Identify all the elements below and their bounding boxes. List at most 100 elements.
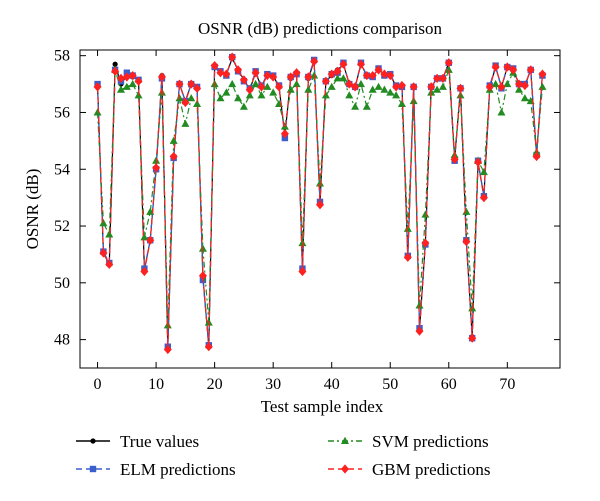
data-point-svm-predictions [327,82,336,90]
data-point-svm-predictions [193,99,202,107]
data-point-svm-predictions [386,88,395,96]
data-point-gbm-predictions [421,238,430,248]
legend-entry-svm-predictions: SVM predictions [328,432,489,451]
x-tick-label: 20 [207,376,223,393]
data-point-gbm-predictions [140,266,149,277]
data-point-gbm-predictions [474,157,483,167]
y-tick-label: 48 [54,332,70,349]
data-point-svm-predictions [339,74,348,82]
x-tick-label: 10 [148,376,164,393]
data-point-svm-predictions [345,91,354,99]
data-point-gbm-predictions [515,79,524,89]
data-point-svm-predictions [128,79,137,88]
data-point-gbm-predictions [333,66,342,76]
data-point-gbm-predictions [245,85,254,95]
data-point-svm-predictions [415,301,424,309]
legend-marker [341,436,349,444]
data-point-gbm-predictions [263,70,272,81]
data-point-gbm-predictions [286,72,295,82]
legend-entry-true-values: True values [76,432,199,451]
data-point-svm-predictions [234,94,243,102]
legend-entry-elm-predictions: ELM predictions [76,460,236,479]
data-point-gbm-predictions [351,82,360,92]
data-point-gbm-predictions [503,62,512,72]
data-point-svm-predictions [444,65,453,73]
data-point-svm-predictions [380,85,389,93]
data-point-gbm-predictions [163,344,172,355]
data-point-svm-predictions [298,238,307,247]
y-tick-label: 50 [54,275,70,292]
data-point-svm-predictions [257,91,266,99]
data-point-gbm-predictions [222,69,231,79]
legend: True values SVM predictions ELM prediction… [76,432,491,479]
data-point-gbm-predictions [269,72,278,82]
data-point-svm-predictions [468,304,477,312]
data-point-gbm-predictions [146,235,155,245]
data-point-gbm-predictions [362,70,371,81]
y-tick-label: 56 [54,104,70,121]
data-point-gbm-predictions [251,68,260,78]
y-axis-ticks: 48 50 52 54 56 58 [54,48,560,349]
data-point-gbm-predictions [409,82,418,92]
data-point-svm-predictions [503,79,512,88]
data-point-svm-predictions [397,99,406,107]
data-point-svm-predictions [304,85,313,93]
data-point-svm-predictions [368,85,377,93]
series-gbm-predictions [93,52,547,355]
data-point-svm-predictions [216,94,225,102]
legend-label: True values [120,432,199,451]
y-tick-label: 54 [54,161,70,178]
data-point-svm-predictions [462,207,471,215]
data-point-gbm-predictions [497,82,506,92]
data-point-gbm-predictions [526,65,535,75]
x-tick-label: 60 [441,376,457,393]
y-axis-label: OSNR (dB) [23,169,42,250]
legend-label: GBM predictions [372,460,491,479]
data-point-svm-predictions [222,88,231,96]
data-point-gbm-predictions [509,65,518,75]
data-point-gbm-predictions [345,79,354,89]
data-point-gbm-predictions [198,271,207,281]
data-point-svm-predictions [122,82,131,90]
y-tick-label: 58 [54,48,70,65]
data-point-svm-predictions [105,230,114,238]
x-axis-label: Test sample index [261,397,384,416]
legend-label: ELM predictions [120,460,236,479]
data-point-svm-predictions [228,79,237,88]
data-point-gbm-predictions [316,200,324,210]
data-point-gbm-predictions [304,72,313,82]
data-point-gbm-predictions [128,70,137,81]
data-point-gbm-predictions [93,82,102,92]
data-point-gbm-predictions [175,79,184,89]
data-point-svm-predictions [538,82,547,90]
data-point-svm-predictions [316,179,324,187]
data-point-gbm-predictions [403,252,412,262]
series-svm-predictions [93,65,547,329]
data-point-svm-predictions [351,102,360,110]
data-point-gbm-predictions [438,73,447,83]
data-point-svm-predictions [479,167,488,176]
data-point-gbm-predictions [239,75,248,85]
data-point-svm-predictions [491,79,500,88]
plot-frame [79,49,561,369]
data-point-svm-predictions [292,79,301,88]
data-point-gbm-predictions [321,76,330,86]
data-point-gbm-predictions [327,69,336,79]
data-point-svm-predictions [140,233,149,241]
data-point-gbm-predictions [392,82,401,92]
data-point-gbm-predictions [339,59,348,69]
data-point-gbm-predictions [228,52,237,62]
data-point-gbm-predictions [374,65,383,75]
data-point-gbm-predictions [368,70,377,81]
data-point-gbm-predictions [181,97,190,108]
chart-title: OSNR (dB) predictions comparison [198,19,443,38]
data-point-svm-predictions [392,91,401,99]
data-point-gbm-predictions [187,79,196,89]
data-point-svm-predictions [520,94,529,102]
data-point-svm-predictions [187,94,196,102]
data-point-gbm-predictions [380,69,389,79]
data-point-svm-predictions [169,136,178,144]
data-point-svm-predictions [497,108,506,116]
data-point-svm-predictions [374,82,383,90]
data-point-svm-predictions [321,91,330,99]
